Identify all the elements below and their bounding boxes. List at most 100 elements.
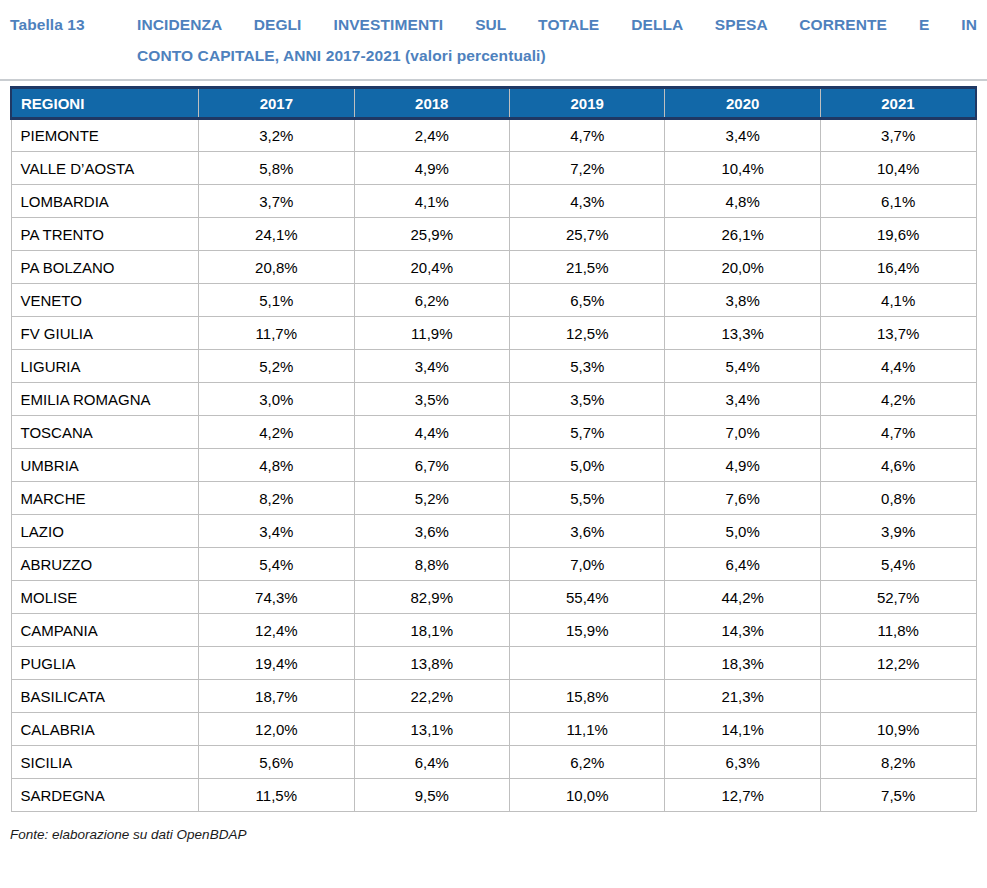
value-cell: 24,1% bbox=[199, 218, 354, 251]
value-cell: 4,6% bbox=[820, 449, 976, 482]
table-row: LAZIO3,4%3,6%3,6%5,0%3,9% bbox=[11, 515, 976, 548]
value-cell: 5,4% bbox=[665, 350, 820, 383]
region-name: PA BOLZANO bbox=[11, 251, 199, 284]
value-cell: 4,7% bbox=[510, 119, 665, 152]
table-caption-line2: CONTO CAPITALE, ANNI 2017-2021 (valori p… bbox=[137, 40, 977, 71]
table-row: BASILICATA18,7%22,2%15,8%21,3% bbox=[11, 680, 976, 713]
value-cell: 3,5% bbox=[354, 383, 509, 416]
region-name: SARDEGNA bbox=[11, 779, 199, 812]
value-cell: 4,2% bbox=[820, 383, 976, 416]
value-cell: 3,8% bbox=[665, 284, 820, 317]
region-name: VALLE D’AOSTA bbox=[11, 152, 199, 185]
table-row: TOSCANA4,2%4,4%5,7%7,0%4,7% bbox=[11, 416, 976, 449]
region-name: LIGURIA bbox=[11, 350, 199, 383]
column-header-2020: 2020 bbox=[665, 88, 820, 119]
table-row: ABRUZZO5,4%8,8%7,0%6,4%5,4% bbox=[11, 548, 976, 581]
table-row: VENETO5,1%6,2%6,5%3,8%4,1% bbox=[11, 284, 976, 317]
value-cell: 13,7% bbox=[820, 317, 976, 350]
value-cell: 74,3% bbox=[199, 581, 354, 614]
value-cell: 20,8% bbox=[199, 251, 354, 284]
value-cell: 5,5% bbox=[510, 482, 665, 515]
region-name: CAMPANIA bbox=[11, 614, 199, 647]
table-row: UMBRIA4,8%6,7%5,0%4,9%4,6% bbox=[11, 449, 976, 482]
value-cell: 25,7% bbox=[510, 218, 665, 251]
value-cell: 5,2% bbox=[354, 482, 509, 515]
table-row: EMILIA ROMAGNA3,0%3,5%3,5%3,4%4,2% bbox=[11, 383, 976, 416]
table-row: LOMBARDIA3,7%4,1%4,3%4,8%6,1% bbox=[11, 185, 976, 218]
value-cell: 6,5% bbox=[510, 284, 665, 317]
value-cell: 3,4% bbox=[354, 350, 509, 383]
value-cell: 3,7% bbox=[820, 119, 976, 152]
value-cell: 8,8% bbox=[354, 548, 509, 581]
value-cell: 4,4% bbox=[820, 350, 976, 383]
value-cell: 7,0% bbox=[665, 416, 820, 449]
table-row: PA BOLZANO20,8%20,4%21,5%20,0%16,4% bbox=[11, 251, 976, 284]
value-cell: 19,6% bbox=[820, 218, 976, 251]
value-cell: 82,9% bbox=[354, 581, 509, 614]
value-cell: 6,2% bbox=[510, 746, 665, 779]
region-name: MOLISE bbox=[11, 581, 199, 614]
value-cell: 11,9% bbox=[354, 317, 509, 350]
value-cell bbox=[820, 680, 976, 713]
regions-investment-table: REGIONI 2017 2018 2019 2020 2021 PIEMONT… bbox=[10, 86, 977, 812]
value-cell bbox=[510, 647, 665, 680]
table-row: PIEMONTE3,2%2,4%4,7%3,4%3,7% bbox=[11, 119, 976, 152]
value-cell: 3,5% bbox=[510, 383, 665, 416]
value-cell: 7,0% bbox=[510, 548, 665, 581]
value-cell: 7,2% bbox=[510, 152, 665, 185]
value-cell: 52,7% bbox=[820, 581, 976, 614]
value-cell: 2,4% bbox=[354, 119, 509, 152]
value-cell: 14,3% bbox=[665, 614, 820, 647]
value-cell: 9,5% bbox=[354, 779, 509, 812]
value-cell: 12,5% bbox=[510, 317, 665, 350]
value-cell: 3,4% bbox=[665, 383, 820, 416]
source-note: Fonte: elaborazione su dati OpenBDAP bbox=[10, 827, 987, 842]
region-name: SICILIA bbox=[11, 746, 199, 779]
region-name: PIEMONTE bbox=[11, 119, 199, 152]
table-row: FV GIULIA11,7%11,9%12,5%13,3%13,7% bbox=[11, 317, 976, 350]
value-cell: 8,2% bbox=[820, 746, 976, 779]
value-cell: 5,2% bbox=[199, 350, 354, 383]
value-cell: 4,4% bbox=[354, 416, 509, 449]
region-name: VENETO bbox=[11, 284, 199, 317]
value-cell: 5,4% bbox=[820, 548, 976, 581]
table-caption-number: Tabella 13 bbox=[10, 9, 137, 71]
value-cell: 5,8% bbox=[199, 152, 354, 185]
value-cell: 13,1% bbox=[354, 713, 509, 746]
region-name: TOSCANA bbox=[11, 416, 199, 449]
value-cell: 4,8% bbox=[665, 185, 820, 218]
table-body: PIEMONTE3,2%2,4%4,7%3,4%3,7%VALLE D’AOST… bbox=[11, 119, 976, 812]
value-cell: 22,2% bbox=[354, 680, 509, 713]
value-cell: 6,7% bbox=[354, 449, 509, 482]
column-header-regioni: REGIONI bbox=[11, 88, 199, 119]
value-cell: 12,2% bbox=[820, 647, 976, 680]
value-cell: 15,9% bbox=[510, 614, 665, 647]
value-cell: 5,6% bbox=[199, 746, 354, 779]
value-cell: 0,8% bbox=[820, 482, 976, 515]
region-name: MARCHE bbox=[11, 482, 199, 515]
value-cell: 25,9% bbox=[354, 218, 509, 251]
value-cell: 21,5% bbox=[510, 251, 665, 284]
value-cell: 18,3% bbox=[665, 647, 820, 680]
value-cell: 5,7% bbox=[510, 416, 665, 449]
table-row: MOLISE74,3%82,9%55,4%44,2%52,7% bbox=[11, 581, 976, 614]
region-name: CALABRIA bbox=[11, 713, 199, 746]
value-cell: 19,4% bbox=[199, 647, 354, 680]
value-cell: 55,4% bbox=[510, 581, 665, 614]
column-header-2021: 2021 bbox=[820, 88, 976, 119]
value-cell: 3,2% bbox=[199, 119, 354, 152]
table-row: VALLE D’AOSTA5,8%4,9%7,2%10,4%10,4% bbox=[11, 152, 976, 185]
value-cell: 26,1% bbox=[665, 218, 820, 251]
table-row: SICILIA5,6%6,4%6,2%6,3%8,2% bbox=[11, 746, 976, 779]
value-cell: 12,4% bbox=[199, 614, 354, 647]
column-header-2018: 2018 bbox=[354, 88, 509, 119]
value-cell: 11,5% bbox=[199, 779, 354, 812]
value-cell: 5,3% bbox=[510, 350, 665, 383]
value-cell: 5,1% bbox=[199, 284, 354, 317]
value-cell: 4,1% bbox=[820, 284, 976, 317]
region-name: ABRUZZO bbox=[11, 548, 199, 581]
region-name: EMILIA ROMAGNA bbox=[11, 383, 199, 416]
value-cell: 6,2% bbox=[354, 284, 509, 317]
value-cell: 3,7% bbox=[199, 185, 354, 218]
value-cell: 3,6% bbox=[354, 515, 509, 548]
